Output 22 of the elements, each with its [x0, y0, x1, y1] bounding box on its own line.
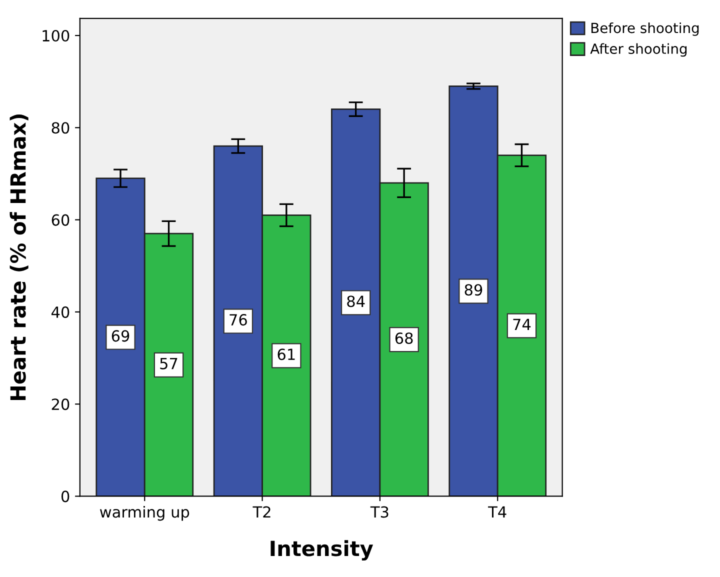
data-label: 57 [160, 358, 178, 370]
data-label: 68 [395, 332, 413, 344]
x-tick-label: T3 [370, 506, 388, 518]
y-tick-label: 20 [52, 398, 70, 410]
data-label: 69 [112, 330, 130, 342]
data-label: 76 [230, 314, 247, 326]
y-tick-label: 0 [61, 490, 70, 502]
y-tick-label: 60 [52, 214, 70, 226]
data-label: 61 [278, 348, 295, 360]
legend-label: After shooting [590, 43, 687, 57]
x-tick-label: T4 [488, 506, 506, 518]
data-label: 74 [513, 318, 531, 330]
x-tick-label: T2 [252, 506, 270, 518]
y-axis-title: Heart rate (% of HRmax) [10, 114, 28, 400]
legend-label: Before shooting [591, 22, 699, 36]
data-label: 84 [347, 296, 365, 308]
data-label: 89 [464, 284, 482, 296]
x-axis-title: Intensity [270, 540, 374, 560]
x-tick-label: warming up [100, 506, 190, 521]
y-tick-label: 80 [52, 122, 70, 134]
y-tick-label: 100 [42, 30, 70, 42]
y-tick-label: 40 [52, 306, 70, 318]
